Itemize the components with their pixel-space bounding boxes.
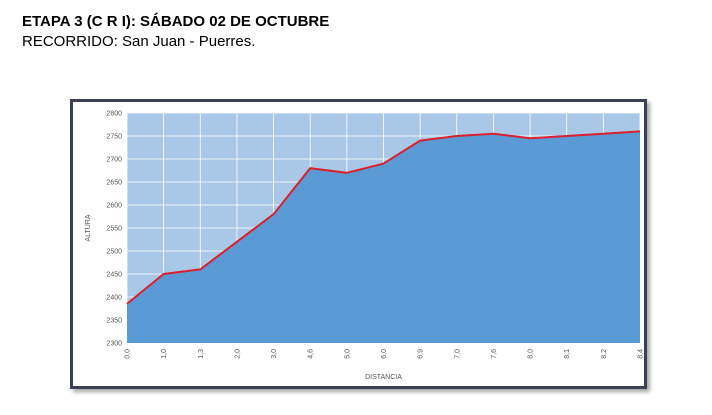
- x-tick-label: 7,6: [491, 349, 498, 359]
- x-tick-label: 2,0: [234, 349, 241, 359]
- y-tick-label: 2300: [106, 341, 122, 348]
- x-tick-label: 1,3: [198, 349, 205, 359]
- x-tick-label: 1,0: [161, 349, 168, 359]
- x-tick-label: 8,1: [564, 349, 571, 359]
- y-tick-label: 2650: [106, 180, 122, 187]
- y-tick-label: 2500: [106, 249, 122, 256]
- heading: ETAPA 3 (C R I): SÁBADO 02 DE OCTUBRE RE…: [22, 12, 329, 52]
- y-tick-label: 2350: [106, 318, 122, 325]
- x-tick-label: 6,0: [381, 349, 388, 359]
- chart-frame: 2300 2350 2400 2450 2500 2550 2600 2650 2700 2750…: [70, 99, 647, 389]
- x-tick-label: 3,0: [271, 349, 278, 359]
- x-tick-label: 7,0: [454, 349, 461, 359]
- y-tick-label: 2550: [106, 226, 122, 233]
- y-tick-label: 2800: [106, 111, 122, 118]
- x-tick-label: 8,2: [601, 349, 608, 359]
- x-tick-label: 6,9: [418, 349, 425, 359]
- x-tick-label: 4,6: [308, 349, 315, 359]
- elevation-chart: 2300 2350 2400 2450 2500 2550 2600 2650 2700 2750…: [85, 111, 645, 382]
- elevation-line: [126, 130, 641, 305]
- y-axis-title: ALTURA: [85, 214, 92, 241]
- x-tick-label: 5,0: [344, 349, 351, 359]
- x-tick-label: 8,4: [638, 349, 645, 359]
- elevation-area: [127, 131, 640, 343]
- y-tick-label: 2450: [106, 272, 122, 279]
- x-tick-label: 8,0: [528, 349, 535, 359]
- y-tick-labels: 2300 2350 2400 2450 2500 2550 2600 2650 2700 2750…: [106, 111, 122, 348]
- y-tick-label: 2750: [106, 134, 122, 141]
- page-title: ETAPA 3 (C R I): SÁBADO 02 DE OCTUBRE: [22, 13, 330, 30]
- y-tick-label: 2700: [106, 157, 122, 164]
- x-tick-labels: 0,0 1,0 1,3 2,0 3,0 4,6 5,0 6,0 6,9 7,0 7,6 8,0 8,1 8…: [125, 349, 645, 359]
- x-tick-label: 0,0: [125, 349, 132, 359]
- x-axis-title: DISTANCIA: [365, 374, 402, 381]
- page-subtitle: RECORRIDO: San Juan - Puerres.: [22, 33, 256, 50]
- y-tick-label: 2400: [106, 295, 122, 302]
- y-tick-label: 2600: [106, 203, 122, 210]
